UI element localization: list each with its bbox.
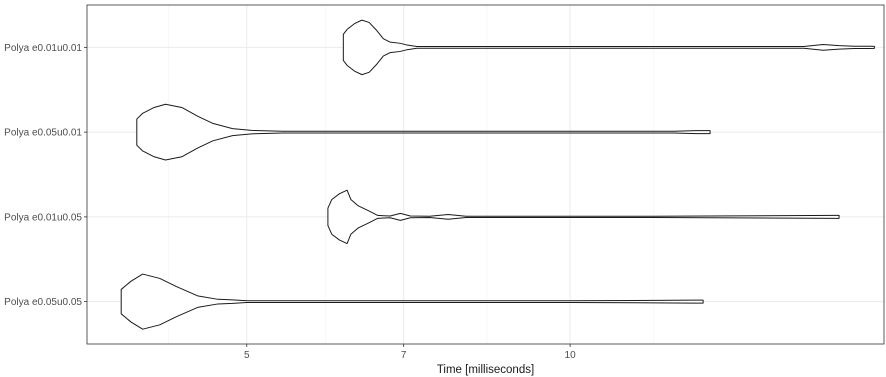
x-axis: 5 7 10	[244, 344, 576, 361]
y-tick-label: Polya e0.01u0.01	[4, 43, 82, 54]
violin	[327, 189, 840, 245]
violin	[342, 19, 875, 76]
major-gridlines	[87, 5, 884, 344]
x-tick-label: 7	[401, 350, 407, 361]
y-tick-label: Polya e0.05u0.05	[4, 297, 82, 308]
violin	[136, 103, 711, 161]
minor-gridlines	[167, 5, 654, 344]
violin	[120, 273, 704, 330]
x-axis-title: Time [milliseconds]	[437, 364, 534, 376]
x-tick-label: 5	[244, 350, 250, 361]
x-tick-label: 10	[565, 350, 577, 361]
y-tick-label: Polya e0.05u0.01	[4, 128, 82, 139]
y-tick-label: Polya e0.01u0.05	[4, 212, 82, 223]
panel-border	[86, 4, 885, 345]
violin-layer	[120, 19, 875, 330]
y-axis: Polya e0.01u0.01 Polya e0.05u0.01 Polya e0…	[4, 43, 87, 308]
